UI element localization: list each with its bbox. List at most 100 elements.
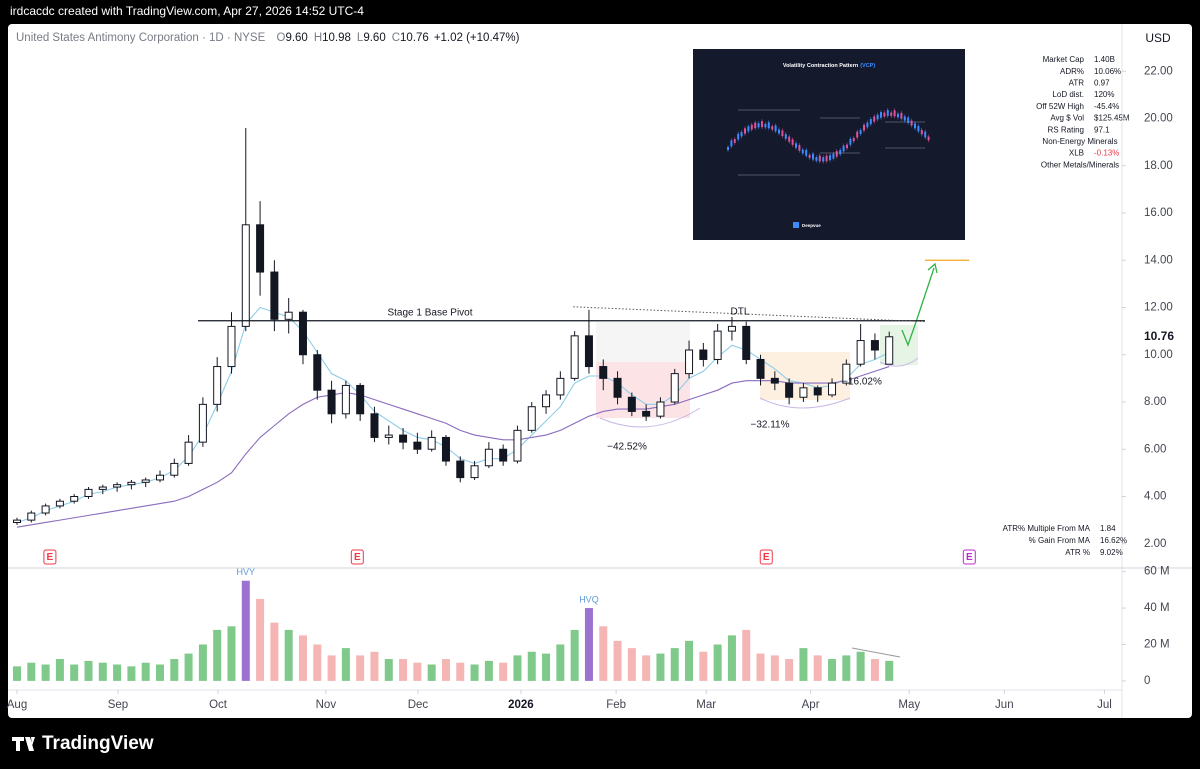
candle-body [584,335,593,368]
volume-bar [270,622,279,681]
inset-candle [788,136,791,142]
inset-candle [730,140,733,147]
footer-logo [12,737,35,751]
x-tick-label: Nov [316,699,337,711]
candle-body [799,387,808,398]
candle-body [427,436,436,450]
volume-bar [727,635,736,681]
inset-candle [920,129,923,135]
stat-label: ATR% Multiple From MA [1003,524,1091,533]
volume-trend [851,647,901,658]
inset-candle [876,114,879,120]
earnings-marker [962,549,976,565]
candle-body [470,465,479,479]
inset-candle [757,123,760,128]
inset-candle [822,157,825,162]
inset-candle [727,147,729,150]
y-tick-label: 8.00 [1144,396,1166,408]
y-tick-label: 12.00 [1144,302,1173,314]
volume-bar [427,664,436,681]
inset-candle [801,149,804,154]
stat-label: Avg $ Vol [1050,114,1084,123]
volume-bar [527,651,536,681]
currency[interactable]: USD [1145,31,1171,45]
volume-bar [556,644,565,681]
candle-body [341,384,350,415]
zone [596,322,690,362]
inset-candle [764,123,767,128]
candle-body [685,349,694,375]
inset-candle [846,144,848,149]
stat-label: Off 52W High [1036,102,1084,111]
currency-button[interactable] [1136,28,1180,50]
candle-body [198,403,207,443]
candle-body [256,224,265,273]
inset-candle [740,131,743,137]
x-tick-label: Feb [606,699,626,711]
y-tick-label: 20.00 [1144,113,1173,125]
inset-candle [781,130,784,137]
stat-label: Market Cap [1043,55,1085,64]
stat-label: ADR% [1060,67,1084,76]
candle-body [456,460,465,479]
inset-candle [927,136,930,141]
inset-candle [880,112,882,118]
volume-bar [84,660,93,681]
candle-body [441,436,450,462]
volume-bar [399,659,408,681]
y-tick-label: 40 M [1144,602,1170,614]
volume-bar [542,653,551,681]
stat-value: -0.13% [1094,149,1119,158]
volume-bar [742,629,751,681]
candle-body [27,512,36,521]
inset-candle [890,112,893,116]
candle-body [170,462,179,476]
arc [599,407,701,428]
inset-candle [910,120,913,126]
inset-candle [805,149,808,156]
stat-value: -45.4% [1094,102,1119,111]
header-text: irdcacdc created with TradingView.com, A… [10,4,364,18]
x-tick-label: Apr [802,699,820,711]
volume-bar [198,644,207,681]
candle-body [384,434,393,438]
inset-candle [873,116,876,122]
volume-bar [885,660,894,681]
inset-candle [856,131,859,138]
candle-body [785,382,794,398]
candle-body [227,325,236,368]
candle-body [370,413,379,438]
candle-body [55,500,64,507]
candle-body [599,366,608,379]
earnings-marker [43,549,57,565]
last-price: 10.76 [1144,329,1174,343]
ohlc-key: L [357,32,364,44]
volume-bar [370,651,379,681]
inset-candle [791,139,794,145]
inset-title-accent: (VCP) [860,63,875,69]
footer-brand: TradingView [42,733,154,754]
stat-value: 97.1 [1094,125,1110,134]
arc [879,357,919,367]
ohlc-key: C [392,32,400,44]
inset-candle [907,117,910,123]
arc [759,397,851,409]
y-tick-label: 20 M [1144,639,1170,651]
candle-body [527,406,536,431]
volume-bar [785,659,794,681]
ohlc-value: 9.60 [285,32,307,44]
candle-body [98,486,107,490]
inset-candle [924,131,927,138]
volume-bar [756,653,765,681]
volume-bar [298,635,307,681]
volume-bar [98,662,107,681]
inset-candle [825,155,828,162]
inset-candle [771,126,774,130]
y-tick-label: 4.00 [1144,491,1166,503]
trendline [573,306,925,323]
volume-bar [327,655,336,681]
y-tick-label: 16.00 [1144,207,1173,219]
x-tick-label: Mar [696,699,716,711]
volume-bar [627,648,636,681]
inset-candle [866,122,869,128]
